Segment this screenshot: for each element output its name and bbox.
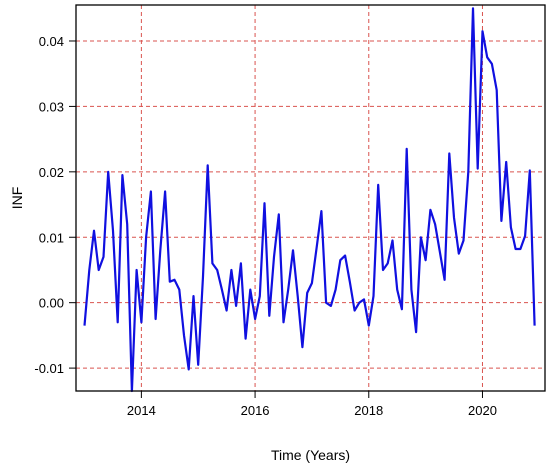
y-tick-label: 0.00 bbox=[39, 296, 64, 311]
y-tick-label: 0.04 bbox=[39, 34, 64, 49]
x-axis: 2014 2016 2018 2020 bbox=[127, 391, 497, 418]
y-axis-title: INF bbox=[9, 187, 25, 210]
x-tick-label: 2014 bbox=[127, 403, 156, 418]
x-tick-label: 2018 bbox=[354, 403, 383, 418]
y-axis: -0.01 0.00 0.01 0.02 0.03 0.04 bbox=[34, 34, 76, 376]
inf-series-line bbox=[83, 7, 536, 393]
x-tick-label: 2016 bbox=[241, 403, 270, 418]
y-tick-label: -0.01 bbox=[34, 361, 64, 376]
grid bbox=[76, 5, 545, 391]
series-layer bbox=[83, 7, 536, 393]
y-tick-label: 0.03 bbox=[39, 99, 64, 114]
x-axis-title: Time (Years) bbox=[271, 447, 350, 463]
y-tick-label: 0.02 bbox=[39, 165, 64, 180]
y-tick-label: 0.01 bbox=[39, 230, 64, 245]
plot-frame bbox=[75, 4, 546, 392]
x-tick-label: 2020 bbox=[468, 403, 497, 418]
